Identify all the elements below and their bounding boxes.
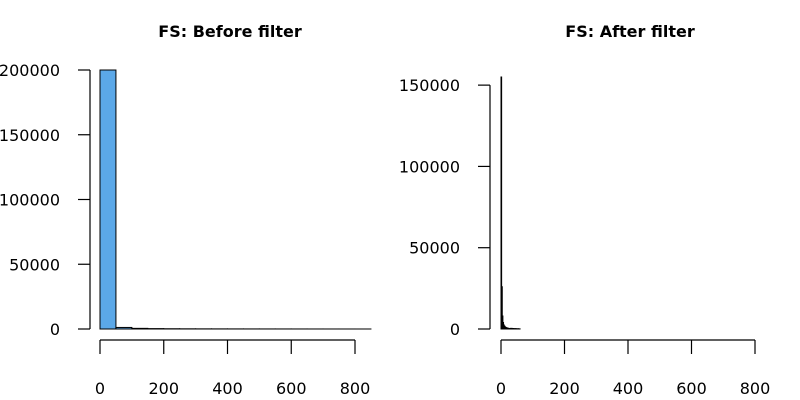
x-tick-label: 400	[613, 379, 644, 398]
y-tick-label: 0	[50, 320, 60, 339]
histogram-bars	[99, 69, 372, 330]
x-axis: 0 200 400 600 800	[496, 339, 771, 398]
x-axis: 0 200 400 600 800	[95, 339, 371, 398]
x-tick-label: 800	[340, 379, 371, 398]
y-tick-label: 150000	[0, 126, 60, 145]
histogram-bar	[131, 327, 149, 330]
x-tick-label: 400	[212, 379, 243, 398]
chart-after-filter: FS: After filter 0 50000 100000 150000 0 200…	[399, 22, 770, 398]
x-tick-label: 800	[740, 379, 771, 398]
x-tick-label: 0	[496, 379, 506, 398]
y-axis: 0 50000 100000 150000	[399, 76, 491, 339]
x-tick-label: 200	[148, 379, 179, 398]
x-tick-label: 600	[676, 379, 707, 398]
chart-title: FS: After filter	[565, 22, 695, 41]
chart-before-filter: FS: Before filter 0500001000001500002000…	[0, 22, 372, 398]
x-tick-label: 600	[276, 379, 307, 398]
y-axis: 0 50000 100000 150000 200000	[0, 61, 91, 339]
x-tick-label: 200	[549, 379, 580, 398]
y-tick-label: 50000	[9, 255, 60, 274]
histogram-bar	[115, 326, 133, 330]
chart-title: FS: Before filter	[158, 22, 302, 41]
y-tick-label: 200000	[0, 61, 60, 80]
histogram-bar	[99, 69, 117, 330]
y-tick-label: 100000	[0, 191, 60, 210]
y-tick-label: 150000	[399, 76, 460, 95]
histogram-bars	[500, 76, 521, 330]
y-tick-label: 100000	[399, 157, 460, 176]
y-tick-label: 0	[450, 320, 460, 339]
y-tick-label: 50000	[409, 239, 460, 258]
x-tick-label: 0	[95, 379, 105, 398]
